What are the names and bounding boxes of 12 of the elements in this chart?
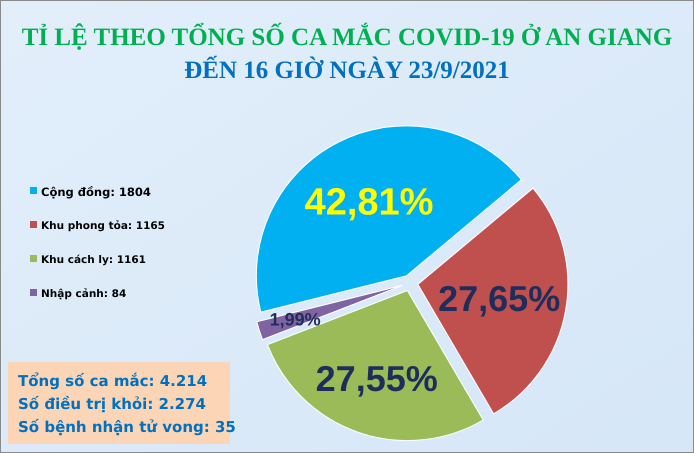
chart-subtitle: ĐẾN 16 GIỜ NGÀY 23/9/2021	[184, 55, 510, 84]
legend-label: Khu cách ly: 1161	[41, 254, 146, 266]
text: Số bệnh nhận tử vong: 35	[18, 418, 236, 436]
legend-label: Cộng đồng: 1804	[41, 185, 151, 199]
legend-label: Khu phong tỏa: 1165	[41, 220, 165, 232]
data-label: 27,65%	[438, 278, 560, 320]
text: Tổng số ca mắc: 4.214	[18, 372, 208, 390]
data-label: 42,81%	[304, 181, 434, 224]
legend-label: Nhập cảnh: 84	[41, 288, 126, 300]
text: Số điều trị khỏi: 2.274	[18, 395, 206, 413]
data-label: 27,55%	[316, 358, 438, 399]
chart-title: TỈ LỆ THEO TỔNG SỐ CA MẮC COVID-19 Ở AN GIANG	[22, 22, 672, 51]
